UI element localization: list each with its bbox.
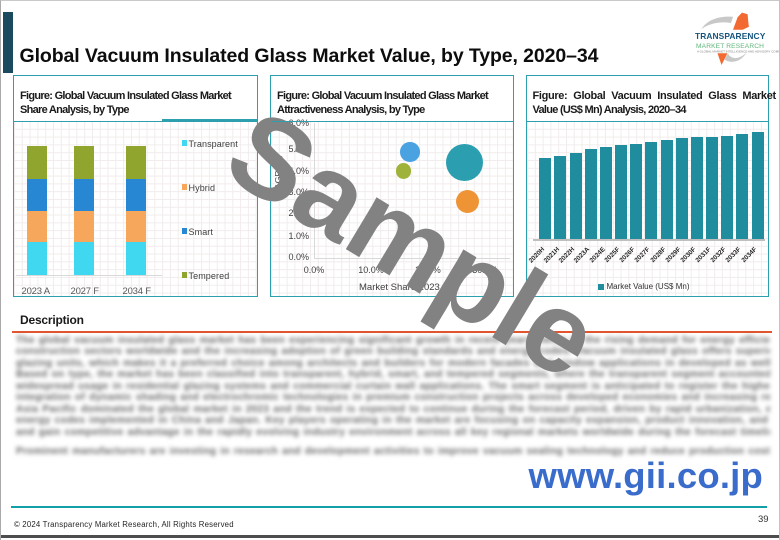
svg-text:MARKET RESEARCH: MARKET RESEARCH xyxy=(696,43,764,50)
svg-text:A GLOBAL MARKET INTELLIGENCE A: A GLOBAL MARKET INTELLIGENCE AND ADVISOR… xyxy=(697,50,779,54)
svg-text:TRANSPARENCY: TRANSPARENCY xyxy=(695,31,766,41)
